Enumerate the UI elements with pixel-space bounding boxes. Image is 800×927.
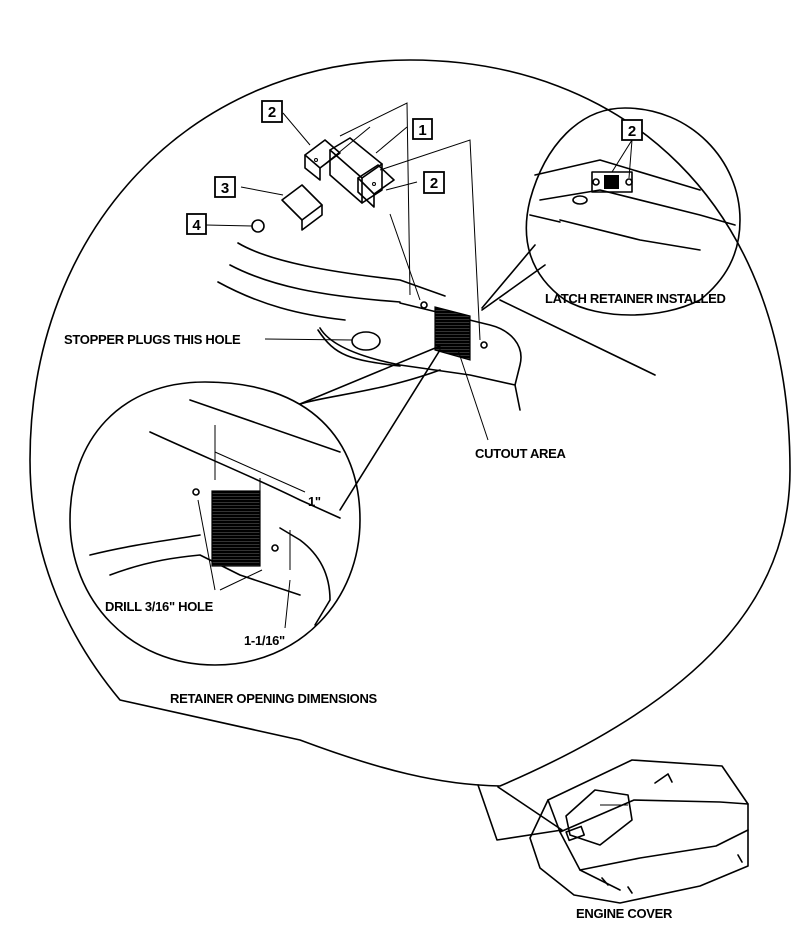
callout-2-inset: 2 (621, 119, 643, 141)
callout-3: 3 (214, 176, 236, 198)
panel-surface (217, 242, 656, 441)
stopper-label: STOPPER PLUGS THIS HOLE (64, 332, 241, 347)
callout-2-top: 2 (261, 100, 283, 123)
svg-text:2: 2 (268, 104, 276, 121)
svg-text:3: 3 (221, 180, 229, 197)
dimension-1-label: 1" (308, 494, 321, 509)
svg-text:4: 4 (192, 217, 201, 234)
stopper-leader (264, 338, 353, 341)
callout-1: 1 (412, 118, 433, 140)
main-circle-tail (477, 784, 563, 841)
dimension-2-label: 1-1/16" (244, 633, 285, 648)
cutout-label: CUTOUT AREA (475, 446, 567, 461)
svg-text:2: 2 (628, 123, 636, 140)
latch-installed-label: LATCH RETAINER INSTALLED (545, 291, 726, 306)
latch-installed-inset (481, 107, 741, 316)
svg-text:2: 2 (430, 175, 438, 192)
callout-2-right: 2 (423, 171, 445, 194)
exploded-parts (205, 102, 481, 341)
drill-label: DRILL 3/16" HOLE (105, 599, 214, 614)
retainer-opening-label: RETAINER OPENING DIMENSIONS (170, 691, 378, 706)
svg-text:1: 1 (418, 122, 426, 139)
cutout-hatch (434, 306, 471, 361)
main-detail-circle (29, 59, 791, 787)
callout-4: 4 (186, 213, 207, 235)
engine-cover-illustration (529, 759, 749, 904)
engine-cover-label: ENGINE COVER (576, 906, 673, 921)
dimension-inset (69, 345, 441, 666)
dimension-cutout (211, 490, 261, 567)
